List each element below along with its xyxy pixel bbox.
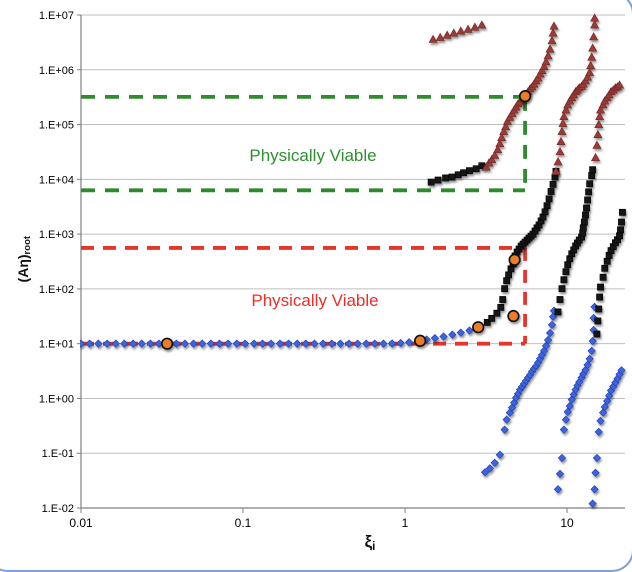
y-tick-label: 1.E+05 <box>39 120 74 132</box>
x-tick-label: 1 <box>402 516 409 530</box>
x-axis-tick-labels: 0.01 0.1 1 10 <box>69 508 574 530</box>
x-tick-label: 10 <box>560 516 574 530</box>
annotation-physically-viable-green: Physically Viable <box>249 146 376 165</box>
series-root-3-maroon-triangles <box>428 13 625 175</box>
y-tick-label: 1.E+02 <box>39 284 74 296</box>
y-tick-label: 1.E-02 <box>42 503 74 515</box>
x-tick-label: 0.1 <box>235 516 252 530</box>
x-tick-label: 0.01 <box>69 516 93 530</box>
gridlines <box>77 14 625 509</box>
annotation-physically-viable-red: Physically Viable <box>251 291 378 310</box>
axes <box>80 15 625 509</box>
y-tick-label: 1.E+01 <box>39 339 74 351</box>
y-axis-label-subscript: root <box>22 235 34 255</box>
region-boundary-green <box>81 94 527 193</box>
series-root-1-blue-diamonds <box>80 302 626 508</box>
y-tick-label: 1.E-01 <box>42 448 74 460</box>
y-axis-title: (Aη)root <box>15 209 33 309</box>
y-tick-label: 1.E+03 <box>39 229 74 241</box>
x-axis-label-subscript: i <box>372 540 376 553</box>
y-tick-label: 1.E+07 <box>39 10 74 22</box>
x-axis-title: ξi <box>330 532 410 553</box>
y-axis-tick-labels: 1.E+07 1.E+06 1.E+05 1.E+04 1.E+03 1.E+02 1.E+… <box>39 10 74 515</box>
y-tick-label: 1.E+00 <box>39 393 74 405</box>
series-highlighted-solutions <box>160 90 532 350</box>
y-tick-label: 1.E+04 <box>39 174 74 186</box>
y-axis-label-base: (Aη) <box>14 254 31 283</box>
y-tick-label: 1.E+06 <box>39 65 74 77</box>
x-axis-label-base: ξ <box>364 532 373 551</box>
